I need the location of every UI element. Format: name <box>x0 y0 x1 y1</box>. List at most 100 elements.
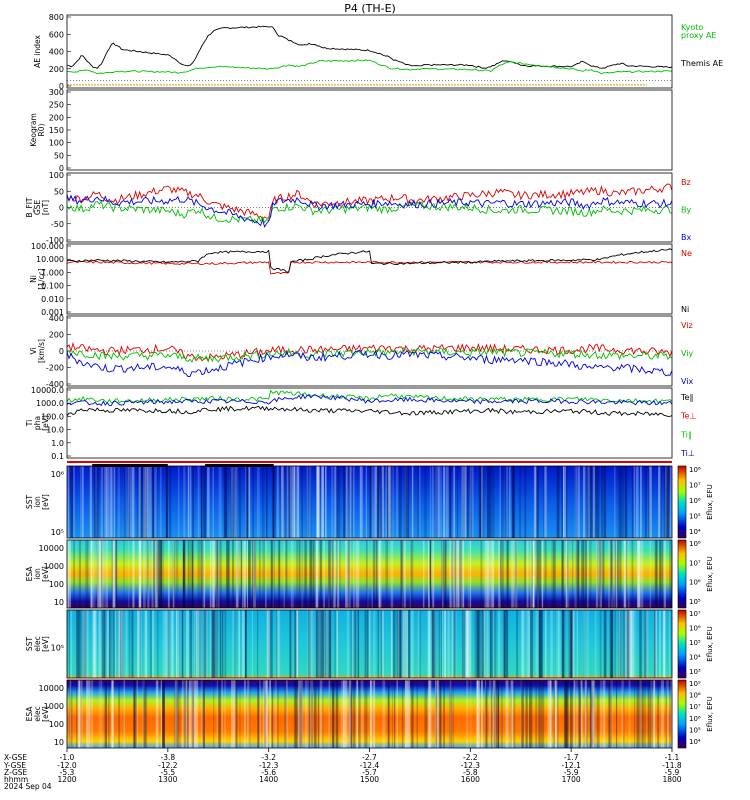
spectrogram-texture <box>79 680 82 748</box>
spectrogram-texture <box>467 540 470 608</box>
spectrogram-texture <box>479 466 482 538</box>
spectrogram-texture <box>631 466 635 538</box>
spectrogram-texture <box>271 680 274 748</box>
spectrogram-texture <box>591 680 594 748</box>
y-axis-label: Ni <box>29 275 38 283</box>
x-tick-label: -12.2 <box>158 761 178 770</box>
spectrogram-texture <box>244 680 246 748</box>
spectrogram-texture <box>529 680 533 748</box>
spectrogram-texture <box>482 610 485 678</box>
y-axis-label: ion <box>33 568 42 580</box>
spectrogram-texture <box>382 680 386 748</box>
legend-entry: Themis AE <box>680 59 723 68</box>
spectrogram-texture <box>343 680 346 748</box>
colorbar-tick-label: 10⁸ <box>689 540 701 548</box>
spectrogram-texture <box>213 610 215 678</box>
spectrogram-texture <box>375 466 379 538</box>
plot-title: P4 (TH-E) <box>344 2 396 15</box>
y-axis-label: Vi <box>29 347 38 354</box>
spectrogram-texture <box>537 540 539 608</box>
spectrogram-texture <box>139 610 142 678</box>
spectrogram-texture <box>155 540 158 608</box>
spectrogram-texture <box>179 610 181 678</box>
spectrogram-texture <box>631 610 635 678</box>
spectrogram-texture <box>322 610 324 678</box>
spectrogram-texture <box>390 540 394 608</box>
spectrogram-texture <box>209 610 213 678</box>
spectrogram-texture <box>610 610 613 678</box>
spectrogram-texture <box>346 680 348 748</box>
spectrogram-texture <box>69 680 72 748</box>
spectrogram-texture <box>608 680 610 748</box>
spectrogram-texture <box>119 610 123 678</box>
spectrogram-texture <box>493 680 495 748</box>
spectrogram-texture <box>451 610 455 678</box>
spectrogram-texture <box>353 540 355 608</box>
esa_i-spectrogram <box>67 540 672 608</box>
spectrogram-texture <box>144 610 148 678</box>
spectrogram-texture <box>80 680 82 748</box>
spectrogram-texture <box>355 540 359 608</box>
sst_e-spectrogram <box>67 610 672 678</box>
spectrogram-texture <box>224 610 227 678</box>
spectrogram-texture <box>609 610 611 678</box>
spectrogram-texture <box>296 540 299 608</box>
spectrogram-texture <box>439 466 442 538</box>
spectrogram-texture <box>378 540 380 608</box>
spectrogram-texture <box>252 540 254 608</box>
spectrogram-texture <box>410 540 412 608</box>
spectrogram-texture <box>240 540 243 608</box>
y-axis-label: Ti <box>25 420 34 427</box>
series-line-vix <box>66 349 673 377</box>
spectrogram-texture <box>561 540 564 608</box>
spectrogram-texture <box>599 540 601 608</box>
spectrogram-texture <box>640 466 642 538</box>
spectrogram-texture <box>398 466 402 538</box>
spectrogram-texture <box>477 610 480 678</box>
spectrogram-texture <box>84 540 88 608</box>
spectrogram-texture <box>635 466 639 538</box>
colorbar-tick-label: 10⁸ <box>689 692 701 700</box>
spectrogram-texture <box>476 610 480 678</box>
spectrogram-texture <box>563 680 567 748</box>
spectrogram-texture <box>298 680 302 748</box>
spectrogram-texture <box>300 680 304 748</box>
y-tick-label: 200 <box>49 65 64 74</box>
spectrogram-texture <box>666 466 670 538</box>
spectrogram-texture <box>404 466 406 538</box>
spectrogram-texture <box>231 680 233 748</box>
spectrogram-texture <box>505 680 509 748</box>
spectrogram-texture <box>238 466 242 538</box>
spectrogram-texture <box>596 540 599 608</box>
spectrogram-texture <box>189 610 192 678</box>
spectrogram-texture <box>396 466 399 538</box>
spectrogram-texture <box>70 466 74 538</box>
spectrogram-texture <box>586 466 589 538</box>
y-tick-label: 50 <box>54 187 64 196</box>
spectrogram-texture <box>186 680 188 748</box>
spectrogram-texture <box>655 610 657 678</box>
spectrogram-texture <box>358 680 361 748</box>
y-tick-label: 1000 <box>44 562 64 571</box>
legend-entry: proxy AE <box>681 31 716 40</box>
spectrogram-texture <box>610 610 614 678</box>
spectrogram-texture <box>566 540 568 608</box>
spectrogram-texture <box>149 610 152 678</box>
spectrogram-texture <box>203 610 207 678</box>
spectrogram-texture <box>286 466 289 538</box>
spectrogram-texture <box>86 540 89 608</box>
spectrogram-texture <box>97 540 99 608</box>
spectrogram-texture <box>98 680 100 748</box>
y-tick-label: 0 <box>59 347 64 356</box>
spectrogram-texture <box>512 466 515 538</box>
spectrogram-texture <box>556 466 560 538</box>
spectrogram-texture <box>520 680 523 748</box>
spectrogram-texture <box>94 610 97 678</box>
spectrogram-texture <box>634 680 636 748</box>
spectrogram-texture <box>215 540 218 608</box>
spectrogram-texture <box>123 540 125 608</box>
series-line-ni <box>66 248 673 273</box>
spectrogram-texture <box>470 680 472 748</box>
series-line-ti <box>66 389 673 404</box>
spectrogram-texture <box>162 680 165 748</box>
